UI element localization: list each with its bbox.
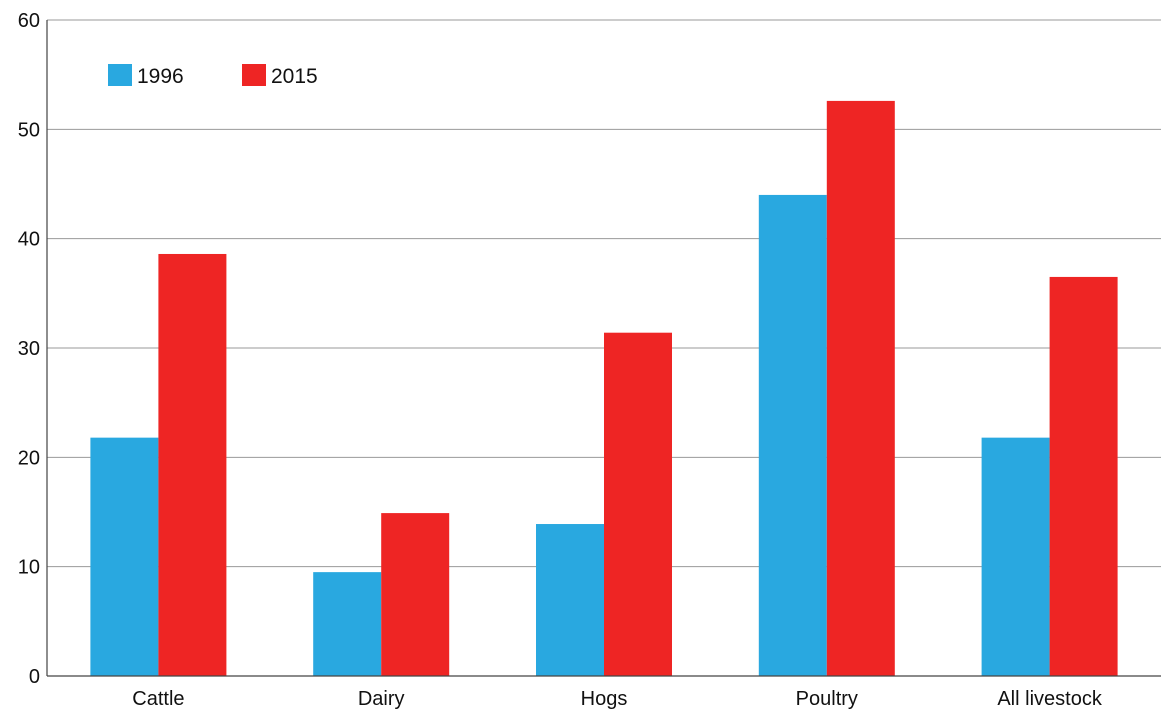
x-tick-labels: Cattle Dairy Hogs Poultry All livestock — [132, 688, 1103, 710]
bar-2015-all-livestock — [1049, 276, 1118, 676]
y-tick-label: 20 — [18, 447, 40, 469]
x-tick-label: Dairy — [358, 688, 405, 710]
bar-1996-hogs — [536, 524, 604, 676]
bars — [90, 100, 1118, 676]
y-tick-labels: 0 10 20 30 40 50 60 — [18, 10, 40, 688]
legend-swatch — [108, 64, 132, 86]
bar-1996-cattle — [90, 437, 159, 676]
y-tick-label: 40 — [18, 229, 40, 251]
y-tick-label: 60 — [18, 10, 40, 32]
legend-swatch — [242, 64, 266, 86]
x-tick-label: All livestock — [997, 688, 1102, 710]
x-tick-label: Poultry — [796, 688, 858, 710]
y-tick-label: 10 — [18, 557, 40, 579]
x-tick-label: Cattle — [132, 688, 184, 710]
axes — [46, 20, 1161, 677]
bar-2015-poultry — [826, 100, 895, 676]
bar-2015-dairy — [381, 513, 450, 676]
bar-2015-cattle — [158, 253, 227, 676]
bar-1996-poultry — [758, 194, 827, 676]
y-tick-label: 0 — [29, 666, 40, 688]
legend: 1996 2015 — [108, 64, 318, 88]
bar-1996-dairy — [313, 572, 382, 676]
x-tick-label: Hogs — [581, 688, 628, 710]
y-tick-label: 50 — [18, 119, 40, 141]
bar-2015-hogs — [604, 332, 672, 676]
legend-label: 2015 — [271, 65, 318, 88]
bar-1996-all-livestock — [981, 437, 1050, 676]
y-tick-label: 30 — [18, 338, 40, 360]
legend-label: 1996 — [137, 65, 184, 88]
